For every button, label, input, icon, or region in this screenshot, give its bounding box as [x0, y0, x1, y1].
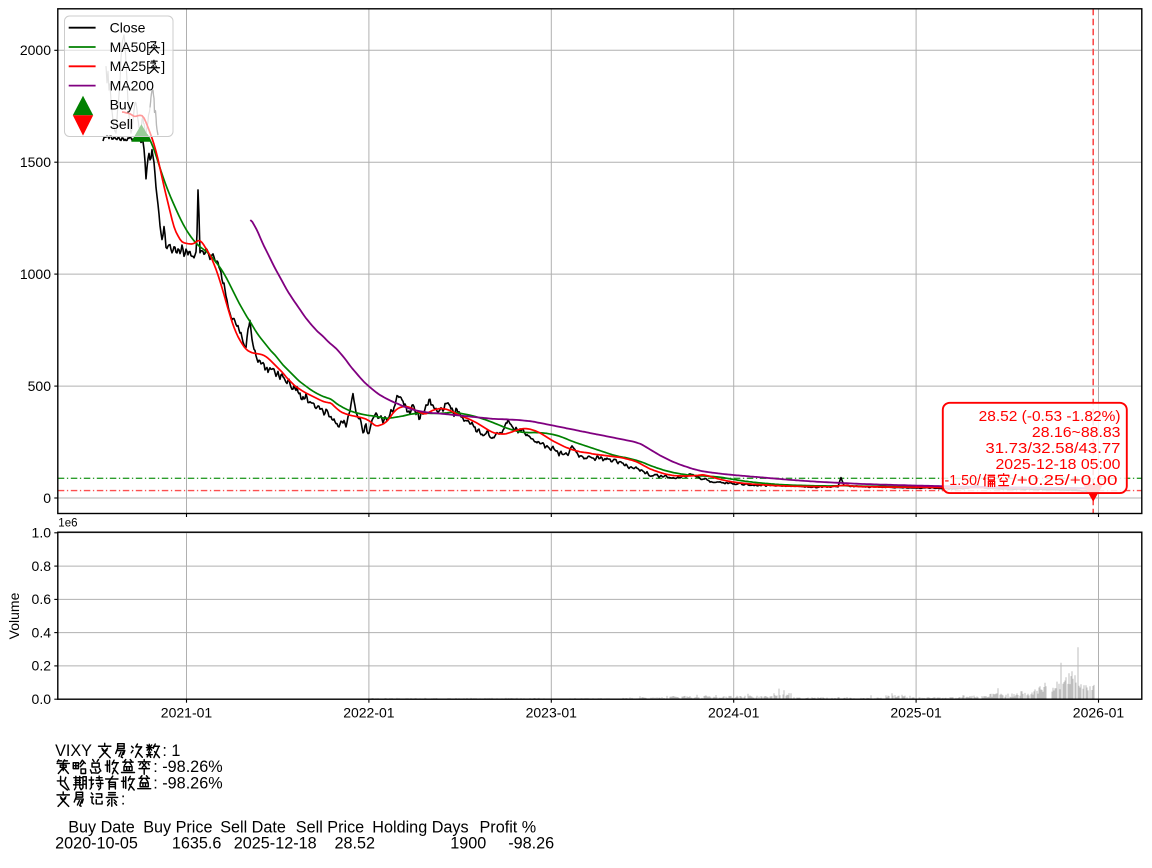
svg-text:2025-01: 2025-01	[890, 705, 942, 721]
svg-text:Sell Price: Sell Price	[296, 818, 364, 836]
svg-text:28.52: 28.52	[335, 835, 376, 853]
svg-text:1.0: 1.0	[32, 525, 52, 541]
svg-text:Buy Price: Buy Price	[143, 818, 212, 836]
svg-text:/+0.25/+0.00: /+0.25/+0.00	[1012, 473, 1118, 489]
svg-text:2026-01: 2026-01	[1073, 705, 1125, 721]
svg-text:2022-01: 2022-01	[343, 705, 395, 721]
svg-text:0.0: 0.0	[32, 691, 52, 707]
svg-text:1635.6: 1635.6	[172, 835, 222, 853]
svg-text:VIXY: VIXY	[55, 742, 92, 760]
svg-text:1900: 1900	[450, 835, 486, 853]
svg-text:Holding Days: Holding Days	[372, 818, 468, 836]
svg-text:2025-12-18: 2025-12-18	[234, 835, 317, 853]
svg-text::: :	[121, 791, 126, 809]
svg-text:1000: 1000	[20, 266, 51, 282]
svg-text:1e6: 1e6	[58, 518, 77, 530]
svg-text:Volume: Volume	[6, 592, 22, 639]
svg-text:0: 0	[43, 490, 51, 506]
svg-text:28.52 (-0.53 -1.82%): 28.52 (-0.53 -1.82%)	[979, 409, 1121, 425]
svg-text:MA200: MA200	[110, 77, 155, 93]
svg-text:2021-01: 2021-01	[161, 705, 213, 721]
svg-text:0.6: 0.6	[32, 591, 52, 607]
svg-text:2000: 2000	[20, 42, 51, 58]
svg-text:2024-01: 2024-01	[708, 705, 760, 721]
svg-text:2020-10-05: 2020-10-05	[55, 835, 138, 853]
svg-text:MA25[: MA25[	[110, 58, 151, 74]
svg-text:: -98.26%: : -98.26%	[153, 758, 222, 776]
svg-text:Sell: Sell	[110, 116, 133, 132]
svg-text:Sell Date: Sell Date	[220, 818, 286, 836]
svg-text:MA50[: MA50[	[110, 39, 151, 55]
svg-text:-98.26: -98.26	[508, 835, 554, 853]
svg-text:2025-12-18 05:00: 2025-12-18 05:00	[996, 457, 1121, 473]
svg-text:0.4: 0.4	[32, 624, 52, 640]
svg-text:Profit %: Profit %	[480, 818, 537, 836]
svg-text:0.2: 0.2	[32, 658, 52, 674]
svg-text:0.8: 0.8	[32, 558, 52, 574]
svg-text:28.16~88.83: 28.16~88.83	[1032, 425, 1121, 441]
svg-text:]: ]	[161, 39, 165, 55]
svg-text:500: 500	[28, 378, 52, 394]
svg-text:: -98.26%: : -98.26%	[153, 774, 222, 792]
svg-text:-1.50/: -1.50/	[945, 473, 982, 489]
svg-text:Buy: Buy	[110, 97, 134, 113]
svg-text:1500: 1500	[20, 154, 51, 170]
svg-text:Close: Close	[110, 20, 146, 36]
svg-text:: 1: : 1	[162, 742, 180, 760]
svg-text:31.73/32.58/43.77: 31.73/32.58/43.77	[985, 441, 1120, 457]
svg-text:Buy Date: Buy Date	[68, 818, 135, 836]
svg-text:]: ]	[161, 58, 165, 74]
svg-text:2023-01: 2023-01	[526, 705, 578, 721]
